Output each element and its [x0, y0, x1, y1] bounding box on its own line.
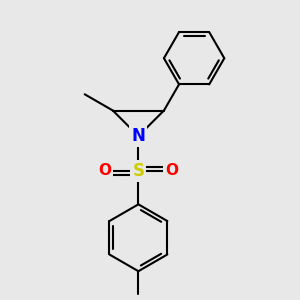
Text: O: O [165, 164, 178, 178]
Text: O: O [98, 164, 112, 178]
Text: S: S [132, 162, 144, 180]
Text: N: N [131, 127, 145, 145]
